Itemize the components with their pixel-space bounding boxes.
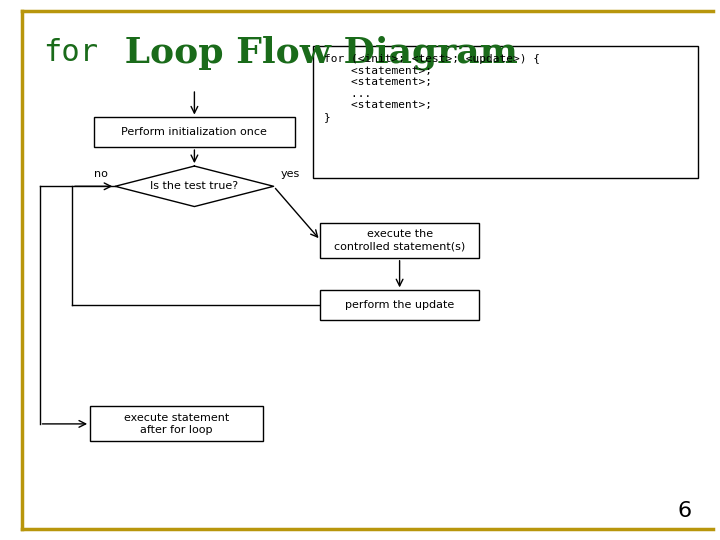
Text: execute statement
after for loop: execute statement after for loop [124,413,229,435]
Text: for (<init>; <test>; <update>) {
    <statement>;
    <statement>;
    ...
    <: for (<init>; <test>; <update>) { <statem… [324,54,540,122]
Text: Is the test true?: Is the test true? [150,181,238,191]
FancyBboxPatch shape [94,117,295,147]
FancyBboxPatch shape [320,222,479,258]
Text: perform the update: perform the update [345,300,454,310]
Text: yes: yes [281,168,300,179]
FancyBboxPatch shape [90,406,263,442]
Text: Loop Flow Diagram: Loop Flow Diagram [112,35,518,70]
Text: Perform initialization once: Perform initialization once [122,127,267,137]
Text: execute the
controlled statement(s): execute the controlled statement(s) [334,230,465,251]
FancyBboxPatch shape [320,291,479,320]
FancyBboxPatch shape [313,46,698,178]
Text: for: for [43,38,99,67]
Text: no: no [94,168,108,179]
Text: 6: 6 [677,501,691,521]
